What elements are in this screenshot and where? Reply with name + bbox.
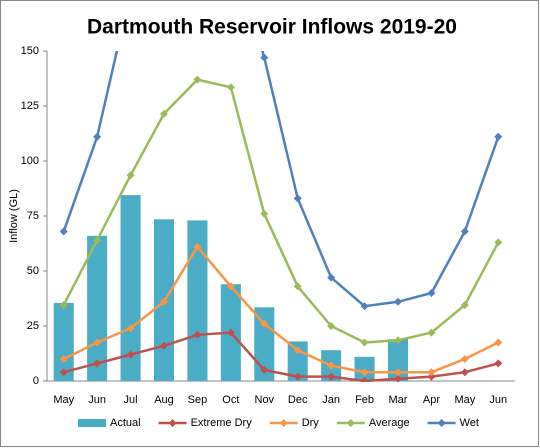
y-tick-label: 25	[27, 320, 39, 332]
x-tick-label: Nov	[255, 394, 275, 406]
line-marker	[226, 328, 235, 337]
legend-label: Dry	[302, 417, 320, 429]
line-marker	[427, 372, 436, 381]
line-marker	[59, 368, 68, 377]
line-marker	[360, 338, 369, 347]
line-marker	[126, 350, 135, 359]
line-marker	[494, 238, 503, 247]
legend-swatch	[78, 419, 106, 427]
line	[62, 51, 500, 308]
line-marker	[93, 236, 102, 245]
line-marker	[394, 297, 402, 306]
line-marker	[427, 328, 436, 337]
line	[63, 331, 499, 382]
line-marker	[494, 338, 503, 347]
x-tick-label: Dec	[288, 394, 308, 406]
line-marker	[293, 346, 302, 355]
line-marker	[59, 355, 68, 363]
line	[63, 244, 499, 374]
bar	[53, 302, 74, 381]
line-marker	[327, 322, 336, 330]
legend-label: Wet	[460, 417, 479, 429]
chart-title: Dartmouth Reservoir Inflows 2019-20	[87, 16, 457, 39]
x-tick-label: Jul	[124, 394, 138, 406]
legend-label: Average	[369, 417, 410, 429]
line-marker	[260, 319, 269, 328]
bar	[187, 220, 208, 381]
x-tick-label: Aug	[154, 394, 174, 406]
line-marker	[126, 171, 135, 180]
line-marker	[193, 242, 202, 251]
line-marker	[293, 372, 302, 381]
line-marker	[394, 336, 402, 345]
line-marker	[160, 341, 168, 350]
line-marker	[494, 359, 503, 368]
x-tick-label: Oct	[222, 394, 239, 406]
line-marker	[293, 194, 302, 203]
x-tick-label: May	[53, 394, 74, 406]
bar	[87, 235, 108, 381]
x-tick-label: Apr	[423, 394, 440, 406]
x-tick-label: Jan	[322, 394, 340, 406]
line-marker	[279, 419, 288, 427]
line-marker	[193, 75, 202, 84]
legend-label: Extreme Dry	[191, 417, 253, 429]
x-tick-label: Feb	[355, 394, 374, 406]
x-tick-label: Sep	[188, 394, 208, 406]
line-marker	[226, 83, 235, 92]
y-tick-label: 0	[33, 375, 39, 387]
line-marker	[327, 361, 336, 370]
line-marker	[160, 109, 168, 118]
y-axis-label: Inflow (GL)	[8, 189, 20, 243]
line-marker	[494, 132, 503, 141]
line-marker	[93, 132, 102, 141]
legend-label: Actual	[110, 417, 141, 429]
line-marker	[327, 273, 336, 282]
line-marker	[260, 209, 269, 218]
y-tick-label: 75	[27, 210, 39, 222]
x-tick-label: Jun	[88, 394, 106, 406]
line-marker	[226, 282, 235, 291]
line-marker	[437, 419, 446, 427]
line-marker	[293, 282, 302, 291]
line-marker	[427, 289, 436, 297]
line-marker	[59, 301, 68, 310]
line	[62, 78, 500, 344]
line-marker	[460, 355, 469, 363]
y-tick-label: 150	[21, 45, 39, 57]
line-marker	[160, 297, 168, 306]
line-marker	[360, 302, 369, 311]
line-marker	[93, 359, 102, 368]
x-tick-label: Jun	[489, 394, 507, 406]
line-marker	[360, 377, 369, 382]
y-tick-label: 100	[21, 155, 39, 167]
bar	[387, 339, 409, 381]
line-marker	[460, 227, 469, 236]
line-marker	[327, 372, 336, 381]
line-marker	[260, 366, 269, 374]
line-marker	[168, 419, 177, 427]
line-marker	[394, 374, 402, 382]
bar	[120, 195, 141, 381]
line-marker	[193, 330, 202, 339]
y-tick-label: 125	[21, 100, 39, 112]
line-marker	[460, 301, 469, 310]
line-marker	[126, 324, 135, 333]
line-marker	[427, 368, 436, 377]
line-marker	[59, 227, 68, 236]
line-marker	[93, 338, 102, 347]
line-marker	[394, 368, 402, 377]
x-tick-label: May	[454, 394, 475, 406]
line-marker	[360, 368, 369, 377]
line-marker	[460, 368, 469, 377]
x-tick-label: Mar	[389, 394, 408, 406]
line-marker	[260, 53, 269, 62]
y-tick-label: 50	[27, 265, 39, 277]
line-marker	[346, 419, 355, 427]
plot-clip	[53, 51, 503, 382]
